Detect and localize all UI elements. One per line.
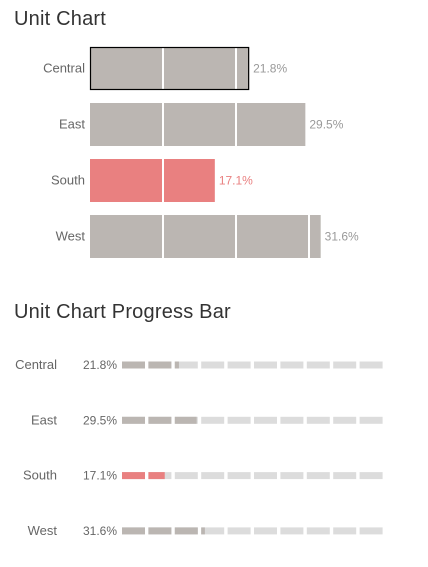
progress-bar-west[interactable]: [122, 527, 383, 535]
progress-segment-fill: [122, 416, 145, 424]
value-label-central: 21.8%: [253, 62, 287, 76]
bar-central[interactable]: [89, 46, 250, 91]
progress-segment-track: [280, 416, 304, 424]
selection-outline: [89, 46, 250, 91]
progress-segment-track: [201, 416, 225, 424]
progress-segment-fill: [174, 361, 179, 369]
category-label-south: South: [51, 173, 85, 188]
category-label-central: Central: [43, 61, 85, 76]
progress-segment-track: [306, 472, 330, 480]
progress-segment-track: [359, 527, 383, 535]
progress-segment-track: [201, 472, 225, 480]
progress-value-label-south: 17.1%: [83, 469, 117, 483]
progress-segment-track: [201, 361, 225, 369]
progress-segment-track: [333, 472, 357, 480]
progress-segment-track: [359, 472, 383, 480]
progress-segment-track: [254, 416, 277, 424]
bar-east[interactable]: [90, 103, 306, 146]
progress-segment-track: [174, 361, 198, 369]
progress-segment-fill: [201, 527, 205, 535]
progress-segment-track: [227, 361, 251, 369]
progress-segment-fill: [148, 361, 172, 369]
progress-bar-south[interactable]: [122, 472, 383, 480]
progress-value-label-central: 21.8%: [83, 358, 117, 372]
progress-category-label-central: Central: [15, 357, 57, 372]
progress-bar-east[interactable]: [122, 416, 383, 424]
bar-west[interactable]: [90, 215, 321, 258]
progress-segment-track: [174, 472, 198, 480]
bar-body-west[interactable]: [90, 215, 321, 258]
progress-segment-track: [227, 472, 251, 480]
progress-segment-track: [280, 361, 304, 369]
bar-body-south[interactable]: [90, 159, 215, 202]
progress-segment-fill: [174, 416, 197, 424]
progress-segment-track: [359, 416, 383, 424]
progress-segment-fill: [148, 472, 165, 480]
unit-chart: Central 21.8% East 29.5% South 17.1% West 31.6%: [43, 46, 359, 258]
progress-segment-track: [227, 416, 251, 424]
progress-segment-track: [333, 527, 357, 535]
bar-south[interactable]: [90, 159, 215, 202]
progress-category-label-south: South: [23, 468, 57, 483]
progress-segment-fill: [148, 416, 172, 424]
progress-segment-track: [333, 361, 357, 369]
progress-segment-track: [306, 361, 330, 369]
progress-segment-track: [280, 527, 304, 535]
unit-chart-title: Unit Chart: [14, 8, 107, 30]
progress-value-label-west: 31.6%: [83, 524, 117, 538]
progress-segment-track: [359, 361, 383, 369]
progress-chart-title: Unit Chart Progress Bar: [14, 301, 231, 323]
progress-segment-track: [227, 527, 251, 535]
progress-segment-track: [333, 416, 357, 424]
progress-segment-track: [280, 472, 304, 480]
bar-body-east[interactable]: [90, 103, 306, 146]
value-label-south: 17.1%: [219, 174, 253, 188]
progress-segment-track: [306, 527, 330, 535]
progress-category-label-east: East: [31, 412, 57, 427]
progress-segment-track: [254, 472, 277, 480]
category-label-east: East: [59, 117, 85, 132]
progress-segment-track: [306, 416, 330, 424]
progress-segment-track: [201, 527, 225, 535]
progress-bar-central[interactable]: [122, 361, 383, 369]
progress-segment-fill: [122, 472, 145, 480]
progress-segment-fill: [174, 527, 198, 535]
progress-segment-track: [254, 361, 277, 369]
progress-segment-fill: [122, 527, 145, 535]
progress-category-label-west: West: [28, 523, 58, 538]
progress-segment-fill: [122, 361, 145, 369]
value-label-east: 29.5%: [309, 118, 343, 132]
progress-segment-fill: [148, 527, 172, 535]
value-label-west: 31.6%: [325, 230, 359, 244]
progress-value-label-east: 29.5%: [83, 413, 117, 427]
progress-segment-track: [254, 527, 277, 535]
category-label-west: West: [56, 229, 86, 244]
bar-body-central[interactable]: [90, 47, 250, 90]
